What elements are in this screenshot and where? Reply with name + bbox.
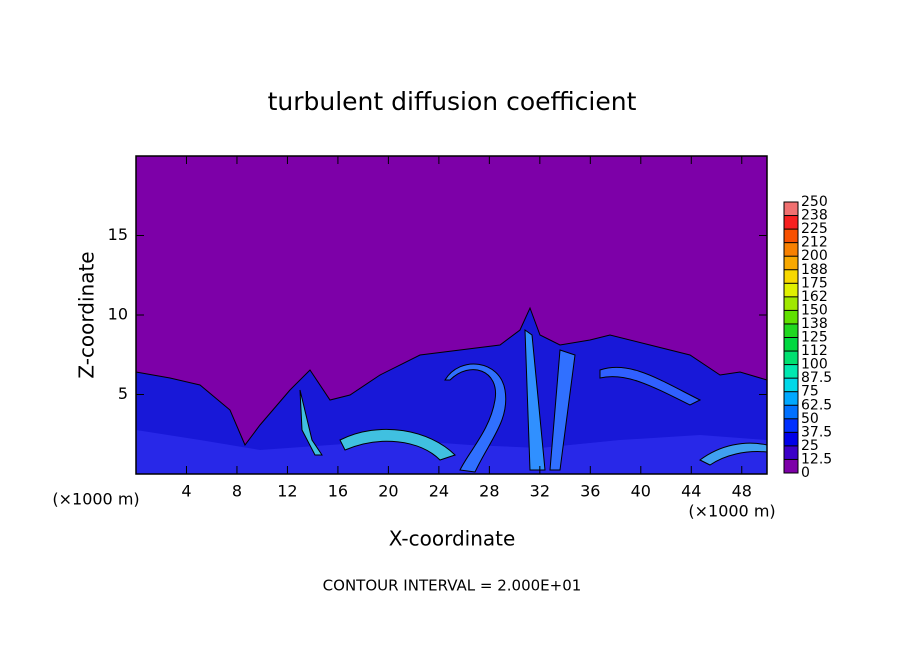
colorbar-band [784,269,798,284]
colorbar-tick-label: 212 [801,235,828,251]
x-tick-label: 24 [429,482,449,501]
colorbar-tick-label: 25 [801,438,819,454]
x-tick-label: 8 [232,482,242,501]
x-unit-label: (×1000 m) [688,502,775,521]
colorbar-tick-label: 87.5 [801,370,832,386]
colorbar-band [784,202,798,216]
x-axis-label: X-coordinate [389,527,516,551]
colorbar-tick-label: 100 [801,357,828,373]
field-region [135,306,768,475]
colorbar-tick-label: 225 [801,221,828,237]
colorbar-tick-label: 125 [801,330,828,346]
x-tick-label: 32 [530,482,550,501]
field-streak [339,428,456,461]
x-tick-label: 16 [328,482,348,501]
x-tick-label: 20 [378,482,398,501]
x-tick-label: 48 [732,482,752,501]
colorbar-tick-label: 175 [801,275,828,291]
y-tick-label: 10 [108,305,128,324]
colorbar-band [784,445,798,460]
colorbar-tick-label: 250 [801,194,828,210]
x-tick-label: 28 [479,482,499,501]
colorbar-tick-label: 62.5 [801,397,832,413]
colorbar-tick-label: 238 [801,208,828,224]
colorbar-band [784,337,798,352]
colorbar-band [784,296,798,311]
colorbar-tick-label: 75 [801,384,819,400]
colorbar-tick-label: 150 [801,302,828,318]
colorbar-band [784,229,798,243]
colorbar-band [784,310,798,324]
colorbar-band [784,432,798,446]
colorbar-band [784,256,798,270]
colorbar-band [784,391,798,406]
y-unit-label: (×1000 m) [52,490,139,509]
y-tick-label: 5 [118,384,128,403]
colorbar-tick-label: 37.5 [801,424,832,440]
field-streak [299,389,323,456]
x-tick-label: 36 [580,482,600,501]
colorbar-band [784,405,798,419]
colorbar-tick-label: 162 [801,289,828,305]
colorbar-band [784,364,798,379]
colorbar-band [784,418,798,433]
x-tick-label: 4 [181,482,191,501]
y-axis-label: Z-coordinate [75,251,99,378]
field [135,156,768,475]
colorbar-band [784,459,798,473]
colorbar-band [784,242,798,257]
colorbar-tick-label: 188 [801,262,828,278]
colorbar-tick-label: 138 [801,316,828,332]
footer: CONTOUR INTERVAL = 2.000E+01 [323,577,582,595]
colorbar-band [784,215,798,230]
x-tick-label: 40 [631,482,651,501]
y-tick-label: 15 [108,225,128,244]
chart-title: turbulent diffusion coefficient [268,87,637,116]
colorbar-band [784,378,798,392]
x-tick-label: 12 [277,482,297,501]
colorbar-band [784,323,798,338]
colorbar-tick-label: 50 [801,411,819,427]
x-tick-label: 44 [681,482,701,501]
field-streak [524,329,546,471]
colorbar-tick-label: 0 [801,465,810,481]
colorbar-tick-label: 200 [801,248,828,264]
field-streak [599,366,702,406]
field-streak [549,349,576,471]
colorbar-band [784,283,798,297]
field-streak [444,363,507,473]
colorbar-tick-label: 112 [801,343,828,359]
colorbar-band [784,351,798,365]
colorbar-tick-label: 12.5 [801,451,832,467]
